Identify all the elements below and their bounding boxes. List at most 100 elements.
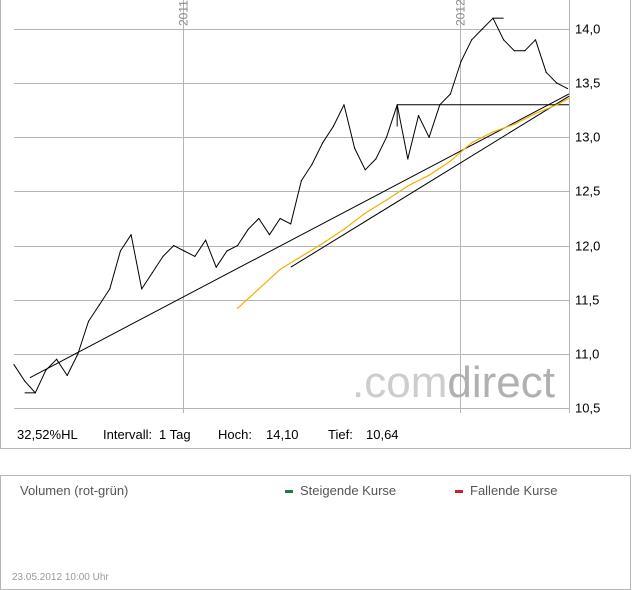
moving-average-point — [279, 268, 281, 270]
moving-average-point — [428, 174, 430, 176]
year-marker-label: 2012 — [454, 0, 468, 26]
price-point — [385, 136, 388, 138]
price-point — [449, 93, 451, 95]
price-point — [524, 50, 526, 52]
moving-average-line — [237, 97, 570, 309]
low-label: Tief: — [328, 427, 353, 442]
moving-average-point — [258, 288, 260, 290]
price-point — [471, 39, 473, 41]
moving-average-point — [471, 142, 473, 144]
legend-falling-label: Fallende Kurse — [470, 483, 558, 498]
price-point — [428, 136, 430, 138]
y-tick-label: 14,0 — [575, 22, 600, 37]
moving-average-point — [236, 307, 239, 309]
price-point — [279, 217, 281, 220]
price-point — [258, 217, 260, 220]
price-point — [45, 369, 47, 371]
price-point — [343, 104, 345, 106]
price-panel — [0, 0, 631, 449]
price-point — [162, 255, 164, 257]
y-tick-label: 10,5 — [575, 401, 600, 416]
trend-line — [29, 93, 570, 379]
interval-label: Intervall: — [103, 427, 153, 442]
low-value: 10,64 — [366, 427, 399, 442]
price-point — [141, 288, 143, 290]
moving-average-point — [364, 212, 366, 214]
price-point — [236, 244, 239, 247]
price-point — [545, 71, 547, 73]
price-point — [13, 364, 15, 366]
price-point — [151, 272, 153, 274]
high-value: 14,10 — [266, 427, 299, 442]
price-line — [13, 17, 568, 394]
price-point — [332, 125, 334, 128]
price-point — [55, 358, 58, 360]
price-point — [119, 250, 122, 252]
price-point — [364, 169, 366, 171]
price-point — [183, 250, 185, 252]
price-point — [77, 353, 79, 355]
price-point — [24, 380, 26, 382]
volume-title: Volumen (rot-grün) — [20, 483, 129, 498]
price-point — [247, 228, 249, 230]
price-point — [290, 223, 292, 225]
y-tick-label: 11,5 — [575, 293, 599, 308]
trend-line — [290, 95, 570, 268]
price-point — [109, 288, 111, 290]
moving-average-point — [343, 228, 345, 230]
price-point — [268, 234, 271, 236]
price-point — [375, 158, 377, 160]
rising-swatch — [285, 490, 293, 494]
price-point — [98, 304, 100, 306]
y-tick-label: 13,0 — [575, 130, 600, 145]
moving-average-point — [534, 112, 537, 115]
price-point — [566, 87, 569, 90]
price-point — [204, 239, 207, 241]
price-point — [492, 17, 494, 19]
legend-rising: Steigende Kurse — [285, 483, 396, 498]
price-point — [396, 104, 398, 106]
legend-rising-label: Steigende Kurse — [300, 483, 397, 498]
hl-percent: 32,52%HL — [17, 427, 78, 442]
price-point — [503, 39, 505, 41]
moving-average-point — [513, 123, 515, 125]
y-tick-label: 12,0 — [575, 239, 600, 254]
watermark-suffix: direct — [447, 358, 555, 407]
price-point — [215, 266, 217, 268]
moving-average-point — [556, 104, 558, 106]
watermark-prefix: .com — [352, 358, 447, 407]
price-point — [513, 50, 515, 52]
price-point — [130, 234, 132, 236]
y-tick-label: 11,0 — [575, 347, 599, 362]
moving-average-point — [300, 255, 302, 257]
price-point — [226, 250, 228, 252]
y-tick-label: 12,5 — [575, 184, 600, 199]
price-point — [34, 392, 36, 394]
price-point — [322, 142, 324, 144]
price-point — [87, 320, 90, 322]
y-tick-label: 13,5 — [575, 76, 600, 91]
price-point — [300, 180, 302, 182]
price-point — [534, 39, 537, 41]
price-point — [354, 147, 356, 149]
price-point — [481, 28, 483, 30]
legend-falling: Fallende Kurse — [455, 483, 557, 498]
moving-average-point — [322, 242, 324, 245]
interval-value: 1 Tag — [159, 427, 191, 442]
moving-average-point — [492, 131, 494, 133]
moving-average-point — [385, 199, 388, 201]
price-point — [194, 255, 196, 257]
high-label: Hoch: — [218, 427, 252, 442]
price-point — [460, 60, 462, 63]
watermark-logo: .comdirect — [352, 358, 555, 407]
price-point — [173, 244, 175, 247]
price-point — [66, 374, 68, 377]
moving-average-point — [407, 185, 409, 187]
volume-panel — [0, 475, 631, 590]
footer-date: 23.05.2012 10:00 Uhr — [12, 572, 109, 583]
moving-average-point — [568, 97, 570, 99]
price-point — [556, 82, 558, 84]
price-point — [417, 115, 420, 117]
year-marker-label: 2011 — [177, 0, 191, 26]
price-point — [407, 158, 409, 160]
